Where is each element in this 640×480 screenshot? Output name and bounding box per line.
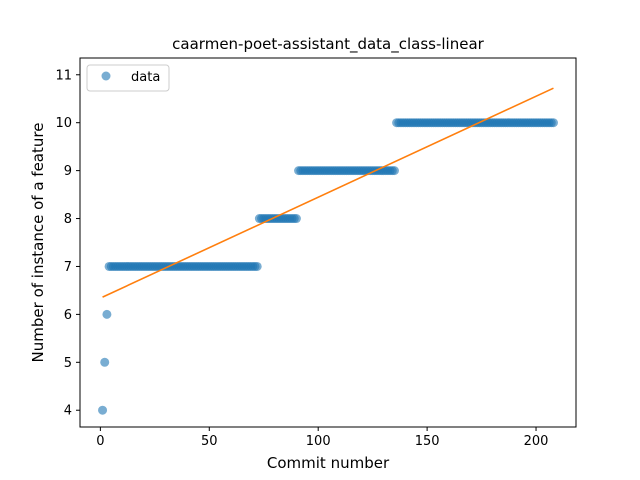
y-axis-label: Number of instance of a feature — [29, 123, 47, 363]
y-tick-label: 7 — [64, 260, 72, 275]
chart-title: caarmen-poet-assistant_data_class-linear — [172, 35, 484, 54]
data-point — [252, 261, 262, 271]
x-axis-label: Commit number — [267, 454, 390, 472]
y-tick-label: 6 — [64, 308, 72, 323]
data-point — [98, 405, 108, 415]
x-axis-ticks: 0 50 100 150 200 — [96, 427, 548, 449]
data-point — [291, 214, 301, 224]
x-tick-label: 150 — [415, 434, 440, 449]
fit-line — [102, 87, 554, 298]
data-point — [548, 118, 558, 128]
plot-frame — [79, 57, 577, 428]
y-axis-ticks: 4 5 6 7 8 9 10 11 — [55, 68, 80, 419]
data-point — [389, 166, 399, 176]
y-tick-label: 8 — [64, 212, 72, 227]
data-point — [102, 309, 112, 319]
y-tick-label: 4 — [64, 404, 72, 419]
data-point — [100, 357, 110, 367]
x-tick-label: 0 — [96, 434, 104, 449]
x-tick-label: 100 — [306, 434, 331, 449]
legend: data — [86, 64, 170, 92]
legend-marker-data — [101, 71, 111, 81]
y-tick-label: 5 — [64, 356, 72, 371]
legend-box — [86, 64, 170, 92]
y-tick-label: 11 — [55, 68, 72, 83]
x-tick-label: 200 — [524, 434, 549, 449]
x-tick-label: 50 — [201, 434, 218, 449]
fit-line-layer — [102, 87, 554, 298]
data-points — [98, 118, 558, 415]
y-tick-label: 9 — [64, 164, 72, 179]
legend-label-data: data — [131, 70, 160, 85]
y-tick-label: 10 — [55, 116, 72, 131]
